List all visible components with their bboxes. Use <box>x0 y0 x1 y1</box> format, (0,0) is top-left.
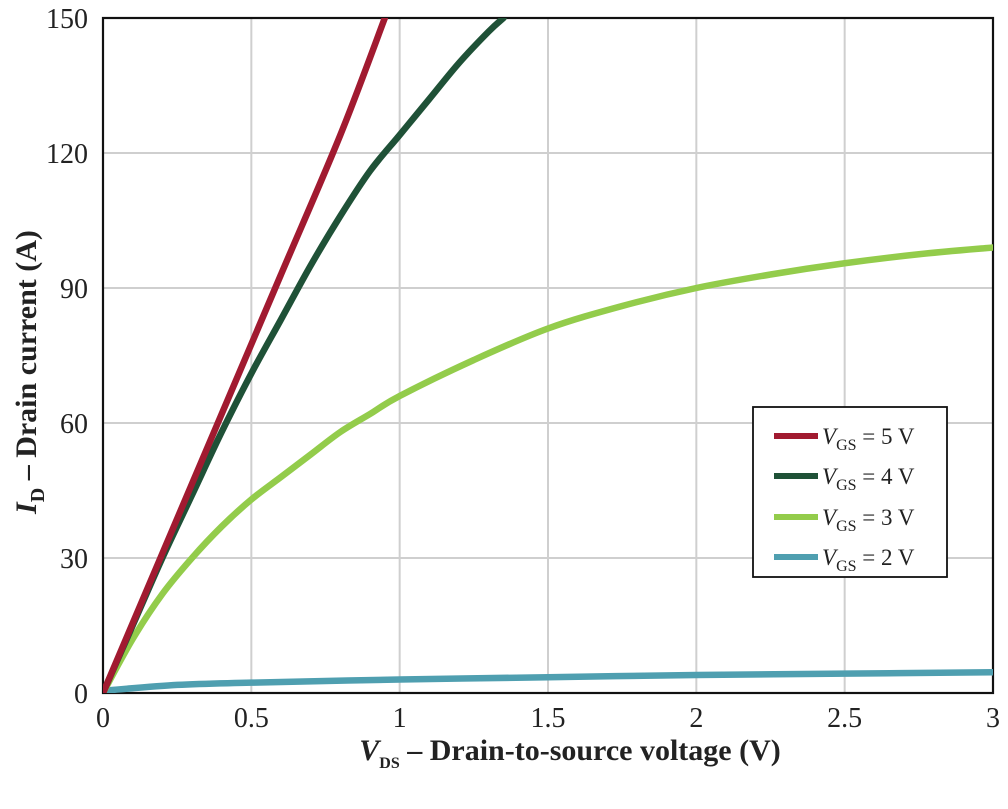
x-tick-label-2: 2 <box>689 703 703 734</box>
y-axis-title-subscript: D <box>27 488 49 502</box>
x-tick-label-1: 1 <box>393 703 407 734</box>
series-lines <box>103 18 993 693</box>
legend-item-vgs-2: VGS = 2 V <box>774 545 915 575</box>
x-axis-title: VDS – Drain-to-source voltage (V) <box>359 734 781 772</box>
legend: VGS = 5 V VGS = 4 V VGS = 3 V VGS = 2 V <box>752 406 948 578</box>
plot-area-frame <box>101 16 995 695</box>
legend-label-vgs-5: VGS = 5 V <box>822 424 915 454</box>
y-tick-label-30: 30 <box>60 544 88 575</box>
x-axis-ticks: 0 0.5 1 1.5 2 2.5 3 <box>96 703 1000 734</box>
y-tick-label-120: 120 <box>46 139 88 170</box>
y-axis-title: ID – Drain current (A) <box>10 230 49 515</box>
x-tick-label-3: 3 <box>986 703 1000 734</box>
x-tick-label-0.5: 0.5 <box>234 703 269 734</box>
y-axis-title-symbol: I <box>10 501 43 515</box>
y-tick-label-150: 150 <box>46 4 88 35</box>
legend-item-vgs-3: VGS = 3 V <box>774 505 915 535</box>
legend-item-vgs-5: VGS = 5 V <box>774 424 915 454</box>
y-tick-label-0: 0 <box>74 679 88 710</box>
legend-label-vgs-4: VGS = 4 V <box>822 464 915 494</box>
x-tick-label-0: 0 <box>96 703 110 734</box>
x-tick-label-2.5: 2.5 <box>827 703 862 734</box>
x-axis-title-subscript: DS <box>379 755 400 772</box>
x-tick-label-1.5: 1.5 <box>531 703 566 734</box>
x-axis-title-symbol: V <box>359 734 382 767</box>
legend-label-vgs-2: VGS = 2 V <box>822 545 915 575</box>
series-line-vgs-3 <box>103 244 993 693</box>
legend-item-vgs-4: VGS = 4 V <box>774 464 915 494</box>
y-axis-title-text: – Drain current (A) <box>10 230 43 488</box>
y-tick-label-60: 60 <box>60 409 88 440</box>
x-axis-title-text: – Drain-to-source voltage (V) <box>400 734 781 767</box>
series-line-vgs-2 <box>103 669 993 693</box>
series-line-vgs-5 <box>103 18 389 693</box>
y-tick-label-90: 90 <box>60 274 88 305</box>
y-axis-ticks: 0 30 60 90 120 150 <box>46 4 88 710</box>
legend-label-vgs-3: VGS = 3 V <box>822 505 915 535</box>
